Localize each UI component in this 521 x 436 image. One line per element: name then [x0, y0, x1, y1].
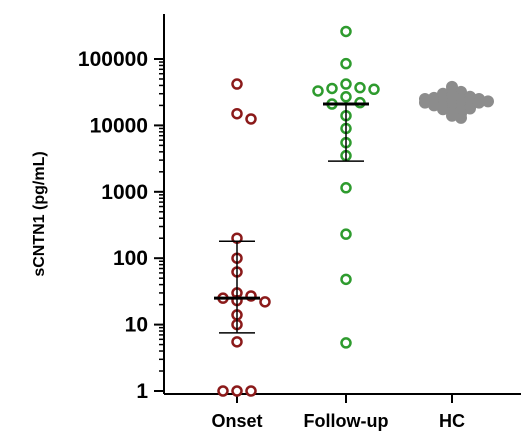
data-point — [231, 385, 243, 397]
x-ticks: Onset Follow-up HC — [211, 394, 465, 431]
data-points — [217, 25, 494, 397]
y-tick-label: 100 — [113, 247, 148, 270]
data-point — [340, 273, 352, 286]
y-tick-label: 10 — [125, 314, 148, 337]
summary-bars — [214, 102, 369, 334]
data-point — [245, 113, 257, 125]
x-category-label: Onset — [211, 411, 262, 431]
y-axis-title: sCNTN1 (pg/mL) — [31, 151, 48, 276]
data-point — [326, 82, 338, 95]
y-ticks: 1 10 100 1000 10000 100000 — [78, 48, 164, 403]
data-point — [340, 337, 352, 349]
data-point — [245, 385, 257, 397]
data-point — [231, 336, 243, 348]
data-point — [368, 83, 380, 96]
data-point — [340, 57, 352, 70]
x-category-label: HC — [439, 411, 465, 431]
y-tick-label: 10000 — [90, 114, 148, 137]
data-point — [231, 107, 243, 120]
data-point — [231, 78, 243, 90]
data-point — [217, 385, 229, 397]
data-point — [340, 228, 352, 240]
axes — [163, 14, 521, 395]
data-point — [340, 25, 352, 38]
data-point — [354, 81, 366, 94]
data-point — [455, 111, 467, 124]
y-tick-label: 100000 — [78, 48, 148, 71]
x-category-label: Follow-up — [304, 411, 389, 431]
data-point — [312, 85, 324, 97]
y-tick-label: 1000 — [101, 181, 148, 204]
data-point — [340, 91, 352, 103]
y-tick-label: 1 — [136, 380, 148, 403]
data-point — [259, 296, 271, 308]
data-point — [340, 182, 352, 194]
data-point — [340, 78, 352, 90]
